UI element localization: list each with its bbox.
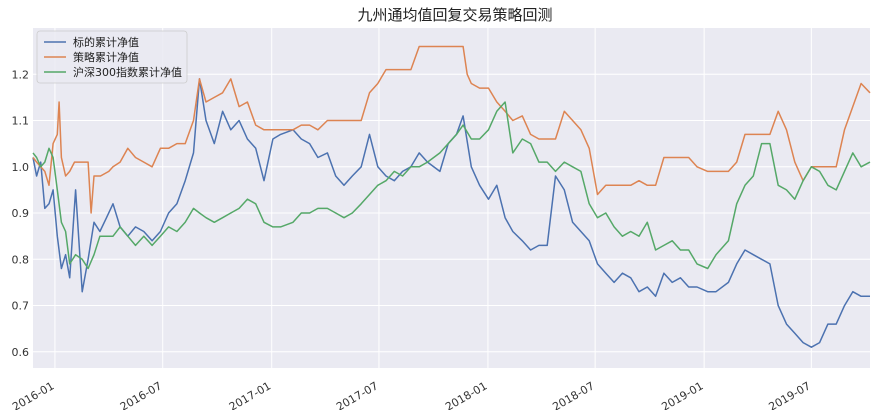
y-tick-label: 1.2 xyxy=(12,68,30,81)
x-tick-label: 2018-01 xyxy=(443,379,489,410)
legend-label-strategy: 策略累计净值 xyxy=(73,50,139,64)
series-layer xyxy=(32,45,871,348)
plot-area xyxy=(33,28,870,368)
x-tick-label: 2019-01 xyxy=(659,379,705,410)
y-tick-label: 0.9 xyxy=(12,207,30,220)
legend: 标的累计净值 策略累计净值 沪深300指数累计净值 xyxy=(36,30,188,84)
y-tick-label: 1.1 xyxy=(12,115,30,128)
series-line-hs300 xyxy=(32,101,871,270)
y-tick-label: 0.7 xyxy=(12,300,30,313)
x-tick-label: 2017-01 xyxy=(227,379,273,410)
legend-box xyxy=(36,30,188,84)
chart-title: 九州通均值回复交易策略回测 xyxy=(357,6,552,24)
x-tick-label: 2016-07 xyxy=(118,379,164,410)
x-tick-label: 2017-07 xyxy=(334,379,380,410)
x-tick-label: 2019-07 xyxy=(767,379,813,410)
y-axis: 0.6 0.7 0.8 0.9 1.0 1.1 1.2 xyxy=(12,68,30,359)
legend-label-target: 标的累计净值 xyxy=(73,35,139,49)
series-line-strategy xyxy=(32,45,871,214)
legend-label-hs300: 沪深300指数累计净值 xyxy=(73,65,182,79)
y-tick-label: 0.6 xyxy=(12,346,30,359)
x-tick-label: 2018-07 xyxy=(550,379,596,410)
grid xyxy=(33,28,870,368)
y-tick-label: 0.8 xyxy=(12,253,30,266)
y-tick-label: 1.0 xyxy=(12,161,30,174)
x-tick-label: 2016-01 xyxy=(10,379,56,410)
x-axis: 2016-01 2016-07 2017-01 2017-07 2018-01 2018-… xyxy=(10,379,813,410)
